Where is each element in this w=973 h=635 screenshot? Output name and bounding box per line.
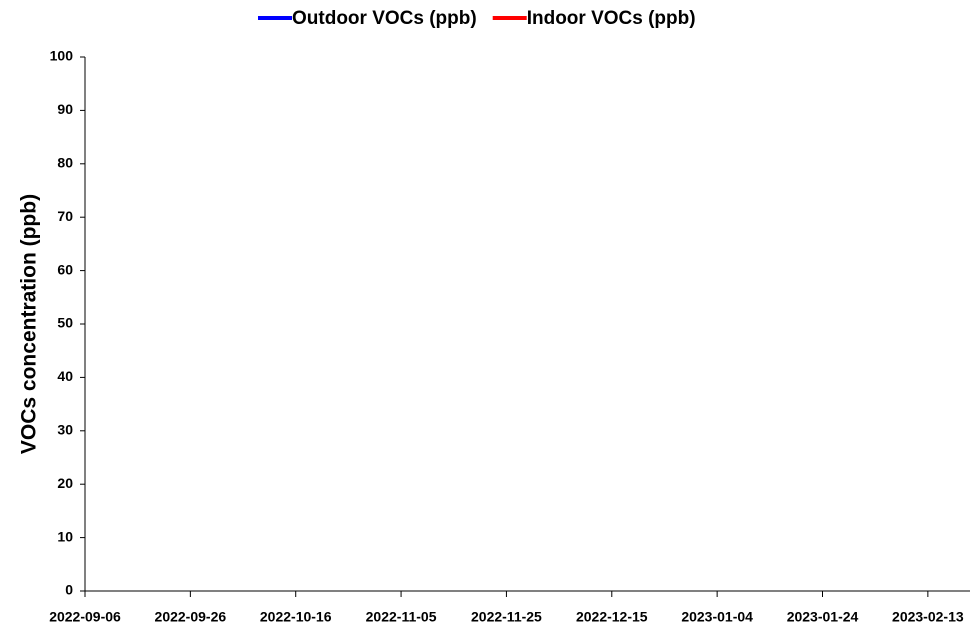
x-tick-label: 2022-10-16	[260, 609, 332, 625]
y-tick-label: 30	[57, 422, 73, 438]
y-tick-label: 90	[57, 101, 73, 117]
y-tick-label: 50	[57, 315, 73, 331]
y-tick-label: 40	[57, 368, 73, 384]
x-tick-label: 2023-01-04	[681, 609, 753, 625]
y-tick-label: 100	[50, 48, 74, 64]
y-tick-label: 80	[57, 155, 73, 171]
legend-label: Outdoor VOCs (ppb)	[292, 8, 477, 29]
x-tick-label: 2022-12-15	[576, 609, 648, 625]
x-tick-label: 2022-09-06	[49, 609, 121, 625]
x-tick-label: 2023-01-24	[787, 609, 859, 625]
y-axis-label: VOCs concentration (ppb)	[18, 194, 41, 454]
y-tick-label: 10	[57, 528, 73, 544]
x-tick-label: 2022-11-25	[471, 609, 542, 625]
x-tick-label: 2022-09-26	[155, 609, 227, 625]
y-tick-label: 60	[57, 261, 73, 277]
y-tick-label: 0	[65, 582, 73, 598]
y-tick-label: 20	[57, 475, 73, 491]
legend-label: Indoor VOCs (ppb)	[527, 8, 696, 29]
y-tick-label: 70	[57, 208, 73, 224]
x-tick-label: 2023-02-13	[892, 609, 964, 625]
x-tick-label: 2022-11-05	[366, 609, 437, 625]
